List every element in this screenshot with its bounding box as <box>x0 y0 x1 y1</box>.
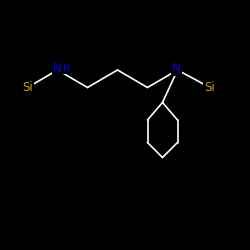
Text: N: N <box>172 62 180 75</box>
Text: Si: Si <box>204 81 216 94</box>
Text: Si: Si <box>22 81 33 94</box>
Text: N: N <box>53 62 62 75</box>
Text: H: H <box>62 64 70 74</box>
